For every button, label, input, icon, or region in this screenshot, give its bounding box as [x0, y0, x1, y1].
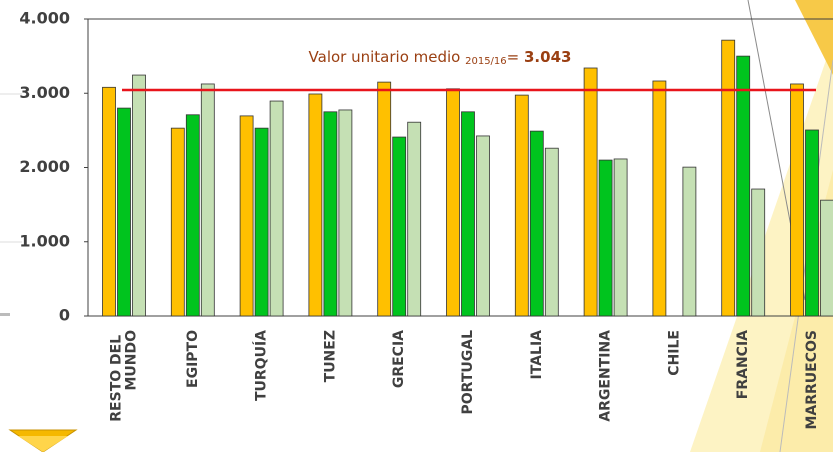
x-tick-label: RESTO DEL MUNDO: [108, 330, 139, 422]
bar: [407, 121, 422, 317]
y-tick-label: 2.000: [19, 157, 70, 176]
bar: [613, 158, 628, 317]
x-tick-label: PORTUGAL: [460, 330, 476, 415]
bar: [514, 94, 529, 317]
x-tick-label: ARGENTINA: [598, 330, 614, 422]
bar: [652, 80, 667, 317]
bar: [736, 55, 751, 317]
annotation-part: 3.043: [524, 48, 571, 66]
annotation-part: =: [507, 48, 524, 66]
bar: [461, 111, 475, 317]
bar: [820, 199, 833, 317]
x-tick-label: ITALIA: [529, 330, 545, 380]
bar: [682, 166, 697, 317]
bar: [721, 39, 736, 317]
bar: [377, 81, 392, 317]
x-tick-label: GRECIA: [391, 330, 407, 388]
annotation-part: Valor unitario medio: [309, 48, 466, 66]
bar: [446, 88, 460, 317]
bar: [102, 86, 116, 317]
bar: [269, 100, 284, 317]
x-tick-label: MARRUECOS: [804, 330, 820, 430]
bar: [254, 127, 269, 317]
bar: [751, 188, 766, 317]
x-tick-label: TUNEZ: [322, 330, 338, 382]
y-tick-label: 4.000: [19, 9, 70, 28]
bar: [583, 67, 598, 317]
bar: [544, 147, 559, 317]
y-tick-label: 1.000: [19, 231, 70, 250]
bar: [117, 107, 131, 317]
bar: [790, 83, 804, 317]
bar: [338, 109, 353, 317]
bar: [323, 111, 338, 317]
bar: [598, 159, 613, 317]
annotation-part: 2015/16: [465, 56, 507, 67]
annotation: Valor unitario medio 2015/16= 3.043: [309, 48, 572, 68]
y-tick-label: 0: [59, 306, 70, 325]
bar: [308, 93, 323, 317]
bar: [200, 83, 215, 317]
bar: [185, 114, 200, 317]
bar: [529, 130, 544, 317]
x-tick-label: FRANCIA: [735, 330, 751, 399]
x-tick-label: TURQUÍA: [253, 330, 270, 401]
bar: [239, 115, 254, 317]
bar: [170, 127, 185, 317]
bar: [392, 136, 407, 317]
bar: [805, 129, 819, 317]
x-tick-label: CHILE: [666, 330, 682, 376]
y-tick-label: 3.000: [19, 83, 70, 102]
bar: [476, 135, 490, 317]
bar: [132, 74, 146, 317]
x-tick-label: EGIPTO: [185, 330, 201, 388]
